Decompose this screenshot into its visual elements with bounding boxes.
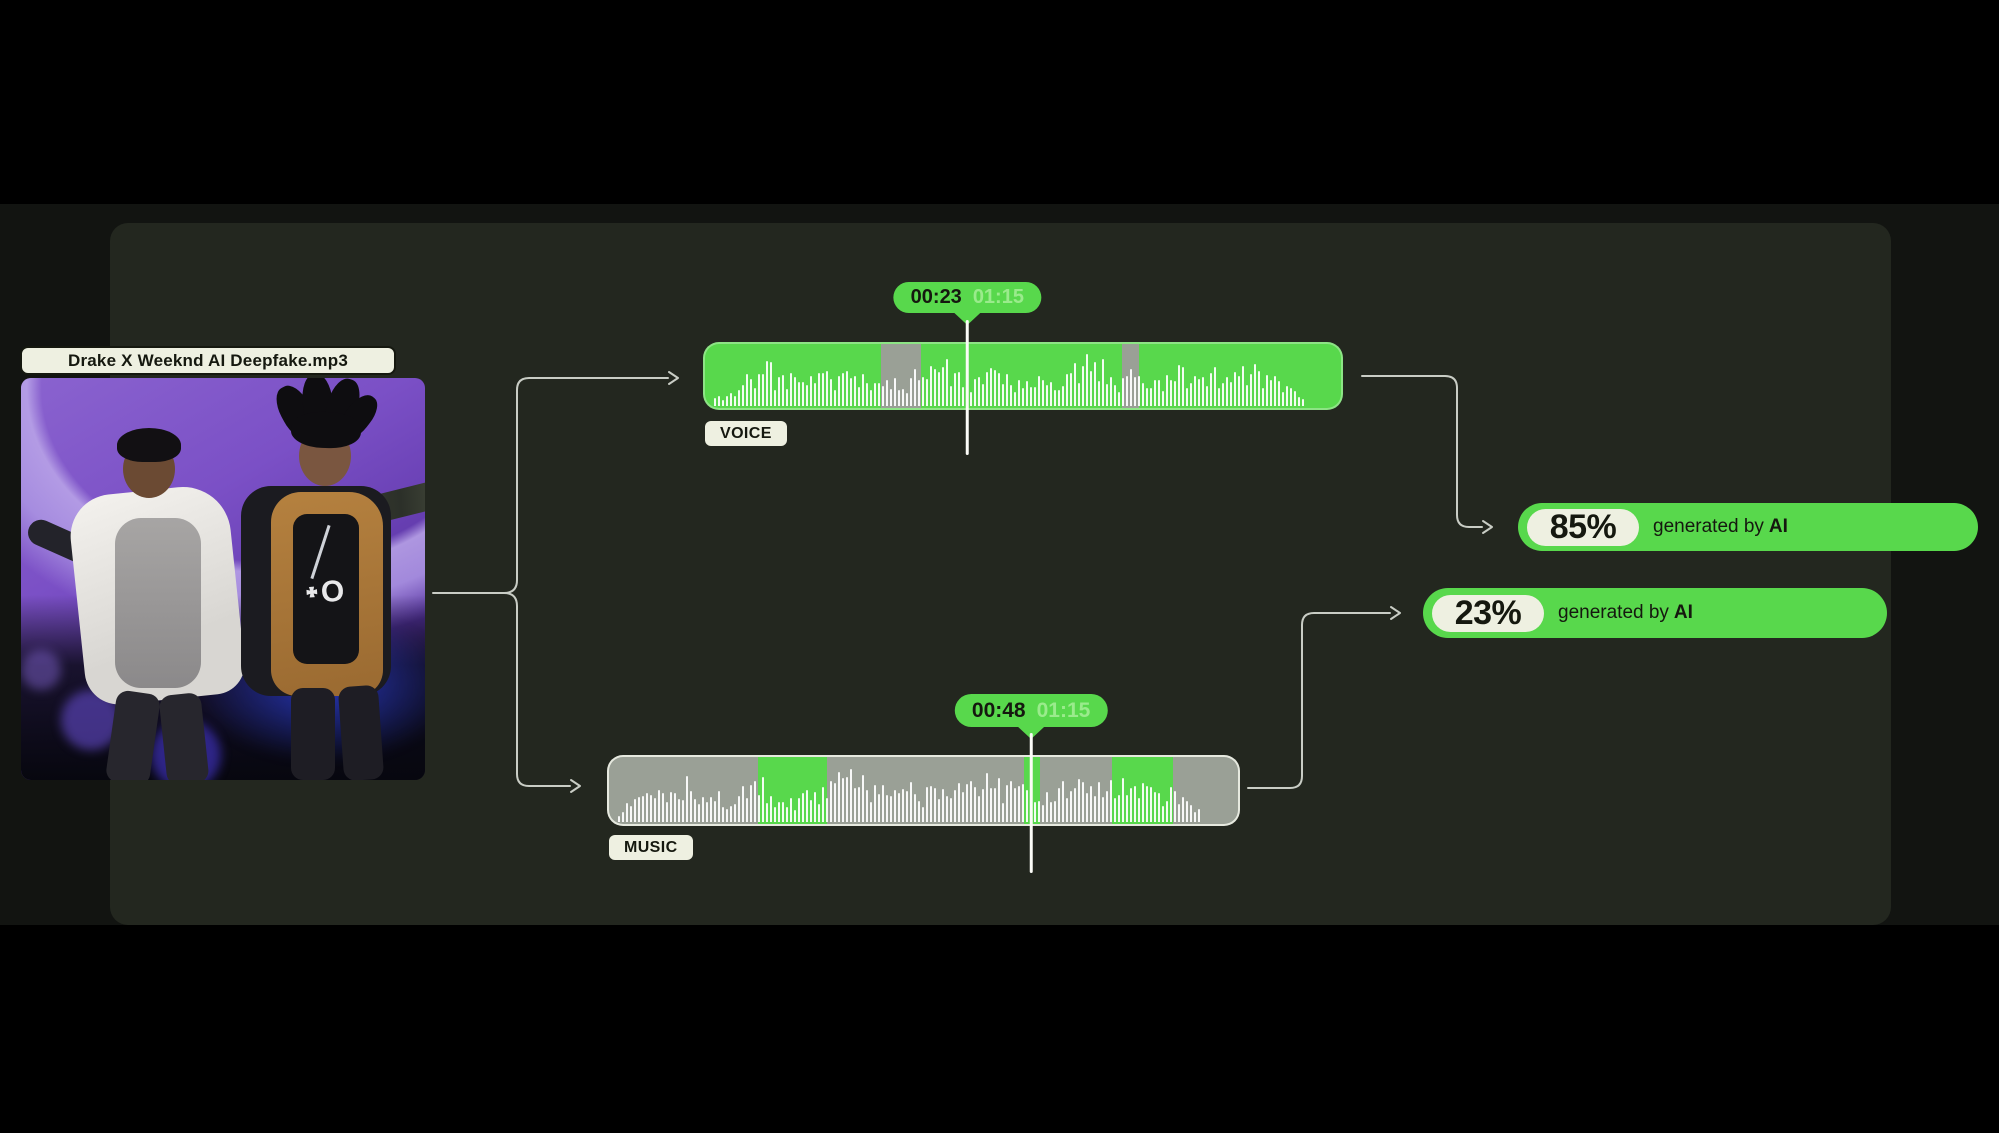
voice-ai-result-pill: 85% generated by AI <box>1518 503 1978 551</box>
arrowhead-icon <box>570 779 581 793</box>
arrowhead-icon <box>1482 520 1493 534</box>
music-waveform-track[interactable]: 00:48 01:15 MUSIC <box>607 694 1240 873</box>
voice-ai-result-label: generated by AI <box>1653 516 1788 537</box>
voice-waveform <box>714 344 1332 406</box>
figure-leg <box>337 684 385 780</box>
music-ai-result-pill: 23% generated by AI <box>1423 588 1887 638</box>
connector-music-result-line <box>1247 612 1391 789</box>
figure-leg <box>291 688 335 780</box>
music-current-time: 00:48 <box>971 698 1026 722</box>
music-playhead[interactable] <box>1029 733 1033 873</box>
music-waveform <box>618 757 1229 822</box>
figure-leg <box>158 692 210 780</box>
music-time-badge: 00:48 01:15 <box>954 694 1108 739</box>
figure-hoodie <box>115 518 201 688</box>
voice-playhead[interactable] <box>966 320 969 455</box>
music-ai-result-label: generated by AI <box>1558 602 1693 623</box>
voice-waveform-track[interactable]: 00:23 01:15 VOICE <box>703 282 1343 455</box>
connector-voice-result-line <box>1361 375 1483 528</box>
file-name-label: Drake X Weeknd AI Deepfake.mp3 <box>20 346 396 375</box>
figure-hair <box>290 410 362 450</box>
voice-track-label: VOICE <box>705 421 787 446</box>
source-photo: ᛭O <box>21 378 425 780</box>
music-ai-percent: 23% <box>1432 594 1544 632</box>
arrowhead-icon <box>668 371 679 385</box>
music-waveform-bar[interactable] <box>607 755 1240 826</box>
voice-total-time: 01:15 <box>972 286 1024 308</box>
photo-bokeh-light <box>21 650 61 690</box>
figure-shirt-print: ᛭O <box>301 574 346 611</box>
music-track-label: MUSIC <box>609 835 693 860</box>
voice-waveform-bar[interactable] <box>703 342 1343 410</box>
connector-split-line <box>432 377 669 787</box>
music-total-time: 01:15 <box>1036 698 1091 722</box>
arrowhead-icon <box>1390 606 1401 620</box>
figure-hair <box>117 428 181 462</box>
voice-current-time: 00:23 <box>910 286 962 308</box>
voice-ai-percent: 85% <box>1527 508 1639 546</box>
voice-time-badge: 00:23 01:15 <box>893 282 1041 325</box>
photo-figure-right: ᛭O <box>233 378 425 780</box>
photo-figure-left <box>23 426 248 780</box>
